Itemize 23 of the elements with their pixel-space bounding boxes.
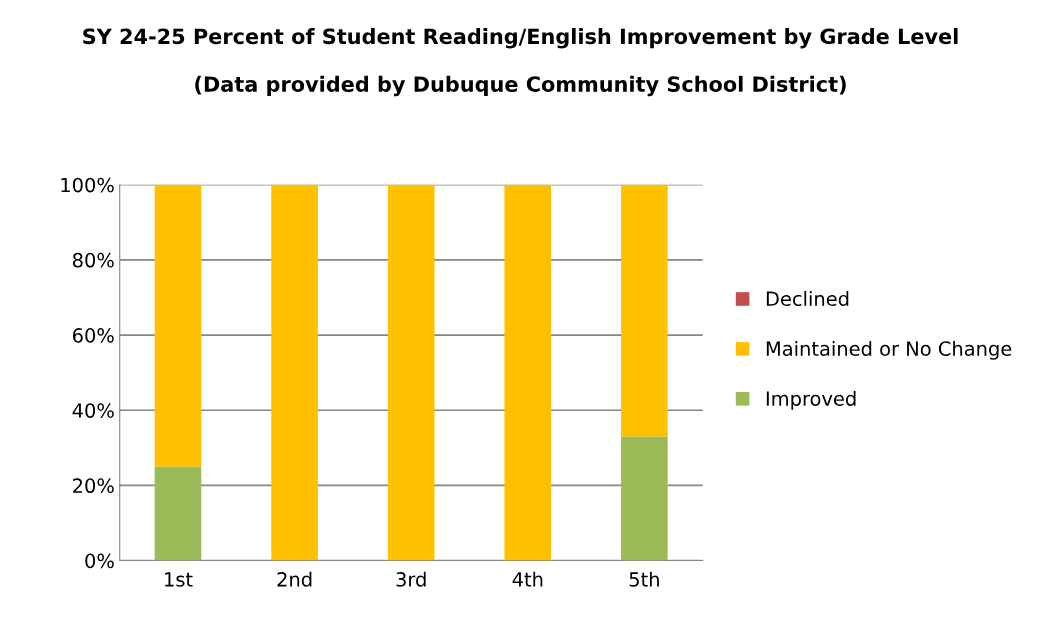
chart-subtitle: (Data provided by Dubuque Community School District) xyxy=(195,75,846,97)
y-tick-label: 0% xyxy=(85,553,114,569)
y-tick-label: 100% xyxy=(61,177,114,193)
y-tick-label: 20% xyxy=(73,478,114,494)
bar xyxy=(621,436,668,561)
x-tick-label: 2nd xyxy=(277,571,312,587)
bar xyxy=(154,466,202,561)
bar xyxy=(154,184,202,467)
x-tick-label: 1st xyxy=(165,572,193,587)
chart-title: SY 24-25 Percent of Student Reading/English Improvement by Grade Level xyxy=(83,28,958,49)
x-tick-label: 4th xyxy=(512,571,543,587)
legend-label: Maintained or No Change xyxy=(766,340,1012,360)
bar xyxy=(504,184,552,561)
bar xyxy=(271,184,318,561)
y-tick-label: 40% xyxy=(72,403,114,418)
bar xyxy=(387,184,435,561)
y-tick-label: 60% xyxy=(72,328,114,343)
legend-label: Improved xyxy=(766,390,856,410)
y-tick-label: 80% xyxy=(72,252,114,268)
bar xyxy=(621,184,668,437)
x-tick-label: 3rd xyxy=(396,571,426,587)
x-tick-label: 5th xyxy=(629,571,659,587)
legend-label: Declined xyxy=(766,291,849,307)
